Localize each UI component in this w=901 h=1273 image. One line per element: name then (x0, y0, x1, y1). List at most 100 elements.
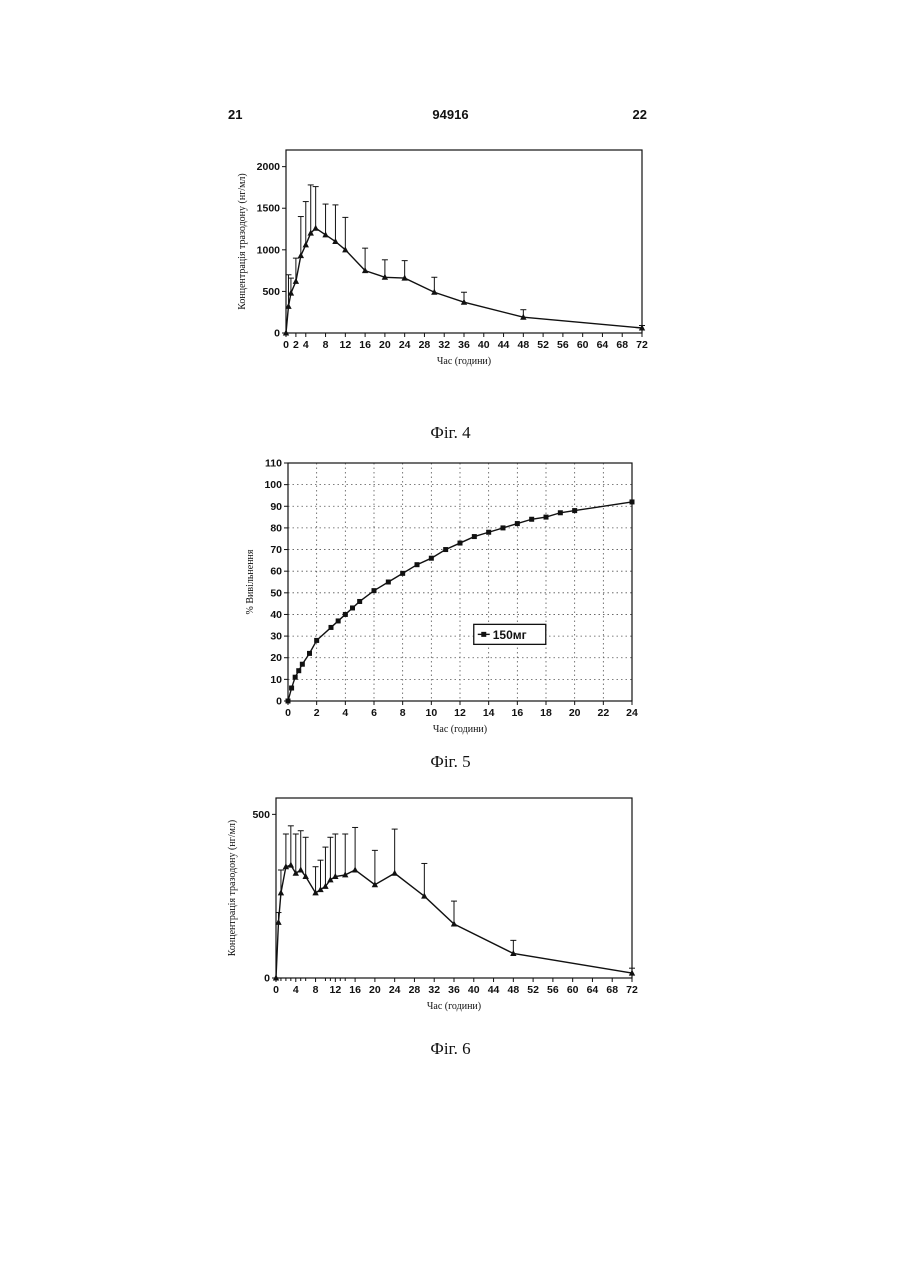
data-point (336, 618, 341, 623)
x-tick-label: 72 (636, 339, 648, 351)
x-axis-title: Час (години) (437, 356, 491, 367)
data-point (515, 521, 520, 526)
x-tick-label: 4 (342, 707, 348, 719)
series-line (286, 228, 642, 333)
data-point (286, 699, 291, 704)
x-tick-label: 12 (454, 707, 466, 719)
data-point (300, 662, 305, 667)
data-point (630, 499, 635, 504)
data-series (286, 499, 635, 703)
y-tick-label: 0 (274, 328, 280, 340)
data-point (293, 675, 298, 680)
data-point (303, 241, 309, 247)
data-point (322, 231, 328, 237)
data-point (372, 588, 377, 593)
x-tick-label: 56 (557, 339, 569, 351)
data-point (327, 876, 333, 882)
x-tick-label: 60 (577, 339, 589, 351)
y-tick-label: 90 (270, 501, 282, 513)
y-tick-label: 50 (270, 587, 282, 599)
x-tick-label: 14 (483, 707, 495, 719)
x-tick-label: 22 (597, 707, 609, 719)
x-tick-label: 8 (313, 984, 319, 996)
x-tick-label: 40 (478, 339, 490, 351)
data-point (288, 862, 294, 868)
y-tick-label: 70 (270, 544, 282, 556)
figure-5-chart: 0102030405060708090100110024681012141618… (0, 450, 901, 750)
data-point (289, 686, 294, 691)
y-tick-label: 2000 (257, 161, 281, 173)
x-tick-label: 56 (547, 984, 559, 996)
legend: 150мг (474, 624, 546, 644)
data-point (558, 510, 563, 515)
data-point (486, 530, 491, 535)
x-tick-label: 48 (507, 984, 519, 996)
x-tick-label: 8 (323, 339, 329, 351)
y-tick-label: 40 (270, 609, 282, 621)
y-tick-label: 110 (265, 458, 282, 470)
x-tick-label: 68 (606, 984, 618, 996)
data-point (501, 525, 506, 530)
x-tick-label: 32 (428, 984, 440, 996)
x-tick-label: 52 (537, 339, 549, 351)
figure-4-caption: Фіг. 4 (0, 423, 901, 443)
data-point (298, 867, 304, 873)
x-tick-label: 20 (569, 707, 581, 719)
data-point (352, 867, 358, 873)
data-point (307, 651, 312, 656)
data-point (472, 534, 477, 539)
x-tick-label: 6 (371, 707, 377, 719)
figure-6-caption: Фіг. 6 (0, 1039, 901, 1059)
y-tick-label: 10 (270, 674, 282, 686)
data-point (317, 886, 323, 892)
data-point (350, 605, 355, 610)
figure-5-caption: Фіг. 5 (0, 752, 901, 772)
x-tick-label: 52 (527, 984, 539, 996)
x-tick-label: 10 (425, 707, 437, 719)
x-tick-label: 4 (293, 984, 299, 996)
x-tick-label: 0 (283, 339, 289, 351)
x-tick-label: 20 (379, 339, 391, 351)
y-tick-label: 0 (276, 696, 282, 708)
plot-frame (276, 798, 632, 978)
x-tick-label: 60 (567, 984, 579, 996)
data-point (314, 638, 319, 643)
x-tick-label: 28 (409, 984, 421, 996)
x-tick-label: 0 (285, 707, 291, 719)
x-tick-label: 64 (587, 984, 599, 996)
figure-6-chart: 050004812162024283236404448525660646872Ч… (0, 790, 901, 1030)
y-tick-label: 1000 (257, 244, 281, 256)
data-series (273, 826, 635, 981)
data-point (572, 508, 577, 513)
data-point (298, 252, 304, 258)
data-point (443, 547, 448, 552)
x-tick-label: 16 (349, 984, 361, 996)
legend-marker (481, 632, 486, 637)
x-tick-label: 28 (419, 339, 431, 351)
x-tick-label: 0 (273, 984, 279, 996)
data-point (332, 238, 338, 244)
figure-4-chart: 0500100015002000024812162024283236404448… (0, 140, 901, 380)
data-point (386, 580, 391, 585)
x-tick-label: 24 (389, 984, 401, 996)
x-axis-title: Час (години) (433, 724, 487, 735)
data-point (329, 625, 334, 630)
y-axis-title: Концентрація тразодону (нг/мл) (227, 820, 238, 957)
y-tick-label: 20 (270, 652, 282, 664)
x-tick-label: 24 (626, 707, 638, 719)
x-tick-label: 40 (468, 984, 480, 996)
y-tick-label: 80 (270, 522, 282, 534)
data-series (283, 185, 645, 336)
x-tick-label: 20 (369, 984, 381, 996)
y-tick-label: 500 (252, 809, 270, 821)
legend-label: 150мг (493, 628, 527, 642)
document-number: 94916 (0, 107, 901, 122)
y-tick-label: 60 (270, 566, 282, 578)
x-tick-label: 64 (597, 339, 609, 351)
x-tick-label: 18 (540, 707, 552, 719)
data-point (343, 612, 348, 617)
x-tick-label: 16 (511, 707, 523, 719)
x-tick-label: 68 (616, 339, 628, 351)
x-tick-label: 72 (626, 984, 638, 996)
data-point (458, 541, 463, 546)
